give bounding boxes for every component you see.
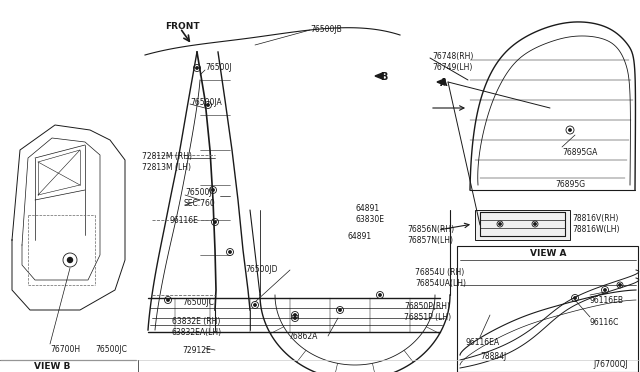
Text: 76850P(RH): 76850P(RH) bbox=[404, 302, 450, 311]
Circle shape bbox=[534, 223, 536, 225]
Text: 76500JC: 76500JC bbox=[95, 345, 127, 354]
Circle shape bbox=[499, 223, 501, 225]
Text: 63832EA(LH): 63832EA(LH) bbox=[172, 328, 222, 337]
Text: 76854UA(LH): 76854UA(LH) bbox=[415, 279, 466, 288]
Text: 76857N(LH): 76857N(LH) bbox=[407, 236, 453, 245]
Text: VIEW A: VIEW A bbox=[530, 249, 566, 258]
Text: 76500JB: 76500JB bbox=[310, 25, 342, 34]
Polygon shape bbox=[437, 79, 445, 85]
Polygon shape bbox=[375, 73, 383, 79]
Circle shape bbox=[569, 129, 572, 131]
Text: 72813M (LH): 72813M (LH) bbox=[142, 163, 191, 172]
Circle shape bbox=[574, 297, 576, 299]
Text: J76700QJ: J76700QJ bbox=[593, 360, 628, 369]
Text: 78816V(RH): 78816V(RH) bbox=[572, 214, 618, 223]
Text: 76895GA: 76895GA bbox=[562, 148, 597, 157]
Circle shape bbox=[67, 257, 72, 263]
Circle shape bbox=[229, 251, 231, 253]
Text: 72912E: 72912E bbox=[182, 346, 211, 355]
Text: B: B bbox=[380, 72, 387, 82]
Circle shape bbox=[294, 317, 296, 319]
Text: 76748(RH): 76748(RH) bbox=[432, 52, 474, 61]
Text: 76500JA: 76500JA bbox=[190, 98, 221, 107]
Text: 96116EB: 96116EB bbox=[590, 296, 624, 305]
Text: 78884J: 78884J bbox=[480, 352, 506, 361]
Circle shape bbox=[294, 314, 296, 316]
Circle shape bbox=[339, 309, 341, 311]
Text: 76862A: 76862A bbox=[288, 332, 317, 341]
Text: SEC.760: SEC.760 bbox=[183, 199, 215, 208]
Text: A: A bbox=[440, 78, 447, 88]
Text: 96116EA: 96116EA bbox=[465, 338, 499, 347]
Text: 76749(LH): 76749(LH) bbox=[432, 63, 472, 72]
Text: 76895G: 76895G bbox=[555, 180, 585, 189]
Text: 63832E (RH): 63832E (RH) bbox=[172, 317, 220, 326]
Circle shape bbox=[619, 284, 621, 286]
Text: 96116E: 96116E bbox=[170, 216, 199, 225]
Text: 76500J: 76500J bbox=[185, 188, 212, 197]
Bar bbox=[475, 210, 570, 240]
Text: 63830E: 63830E bbox=[356, 215, 385, 224]
Circle shape bbox=[604, 289, 606, 291]
Circle shape bbox=[379, 294, 381, 296]
Text: 76500JD: 76500JD bbox=[245, 265, 278, 274]
Text: VIEW B: VIEW B bbox=[34, 362, 70, 371]
Text: 96116C: 96116C bbox=[590, 318, 620, 327]
Text: FRONT: FRONT bbox=[165, 22, 200, 31]
Circle shape bbox=[196, 67, 198, 69]
Text: 72812M (RH): 72812M (RH) bbox=[142, 152, 192, 161]
Text: 76500JC: 76500JC bbox=[182, 298, 214, 307]
Text: 76851P (LH): 76851P (LH) bbox=[404, 313, 451, 322]
Text: 78816W(LH): 78816W(LH) bbox=[572, 225, 620, 234]
Text: 64891: 64891 bbox=[348, 232, 372, 241]
Circle shape bbox=[214, 221, 216, 223]
Text: 76700H: 76700H bbox=[50, 345, 80, 354]
Circle shape bbox=[212, 189, 214, 191]
Bar bbox=[457, 246, 638, 372]
Circle shape bbox=[167, 299, 169, 301]
Circle shape bbox=[254, 304, 256, 306]
Text: 76856N(RH): 76856N(RH) bbox=[407, 225, 454, 234]
Text: 76854U (RH): 76854U (RH) bbox=[415, 268, 464, 277]
Circle shape bbox=[207, 104, 209, 106]
Text: 64891: 64891 bbox=[356, 204, 380, 213]
Text: 76500J: 76500J bbox=[205, 63, 232, 72]
